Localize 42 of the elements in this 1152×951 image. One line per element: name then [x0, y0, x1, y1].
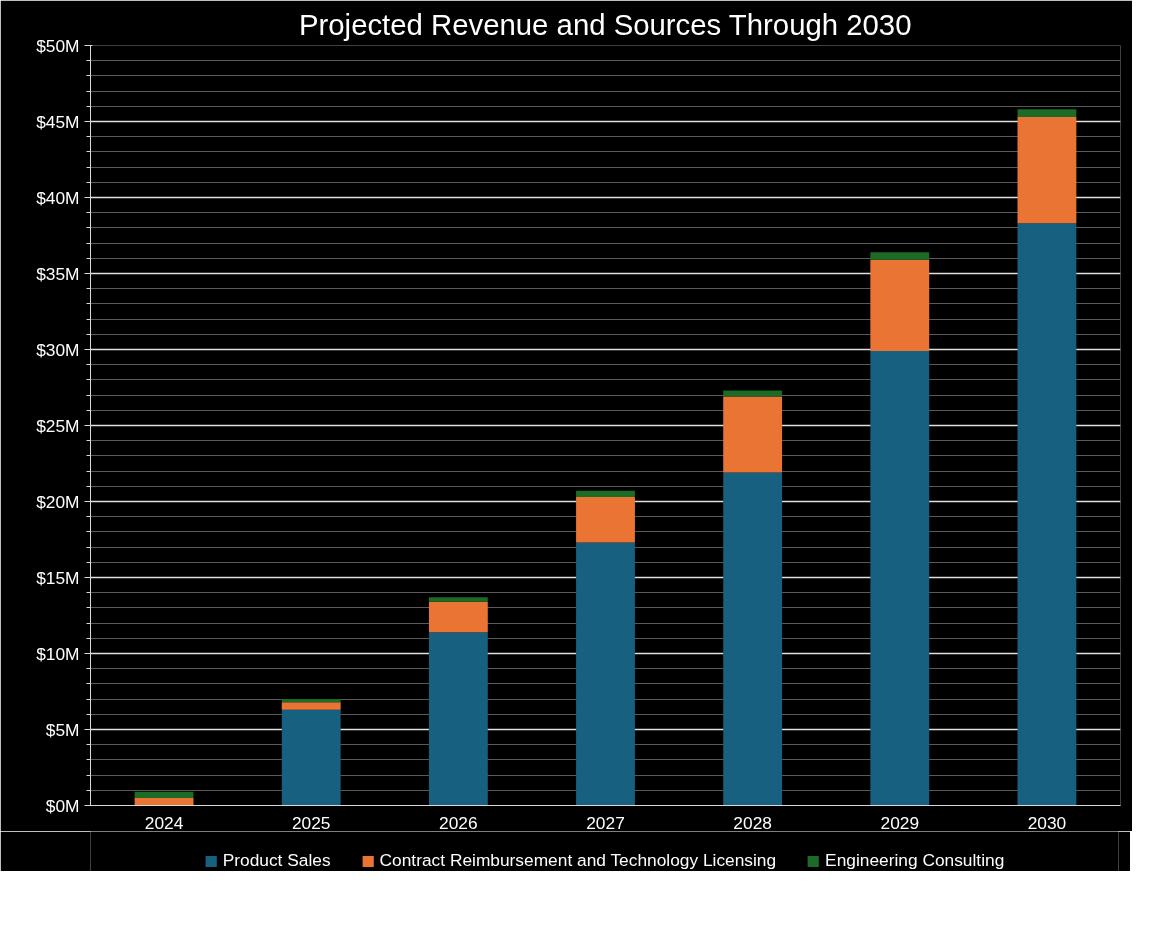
bar — [870, 252, 930, 260]
bar — [1017, 116, 1077, 224]
y-tick-label: $25M — [36, 415, 80, 436]
x-tick-label: 2030 — [1027, 812, 1067, 833]
x-tick-label: 2029 — [880, 812, 920, 833]
x-tick-label: 2026 — [439, 812, 478, 833]
bar — [428, 601, 488, 633]
bar — [281, 702, 341, 710]
x-tick-label: 2024 — [144, 812, 184, 833]
bar — [428, 597, 488, 602]
x-tick-label: 2027 — [586, 812, 625, 833]
x-tick-label: 2025 — [291, 812, 331, 833]
bar — [723, 390, 783, 397]
bar — [870, 351, 930, 806]
bar — [1017, 223, 1077, 806]
y-tick-label: $30M — [36, 339, 80, 360]
y-tick-label: $40M — [36, 187, 80, 208]
y-tick-label: $35M — [36, 263, 80, 284]
y-tick-label: $45M — [36, 111, 80, 132]
bar — [428, 632, 488, 806]
y-tick-label: $50M — [36, 35, 80, 56]
legend-label: Engineering Consulting — [825, 850, 1005, 871]
bar — [576, 490, 635, 497]
bar — [134, 791, 194, 798]
x-tick-label: 2028 — [733, 812, 772, 833]
y-tick-label: $10M — [36, 643, 80, 664]
chart-title: Projected Revenue and Sources Through 2030 — [298, 7, 912, 41]
y-tick-label: $15M — [36, 567, 80, 588]
y-tick-label: $20M — [36, 491, 80, 512]
legend-label: Product Sales — [222, 850, 331, 871]
y-tick-label: $0M — [45, 795, 80, 816]
bar — [281, 709, 341, 806]
bar — [723, 396, 783, 473]
bar — [1017, 109, 1077, 117]
y-tick-label: $5M — [45, 719, 80, 740]
bar — [134, 797, 194, 806]
bar — [281, 699, 341, 703]
bar — [576, 496, 635, 543]
bar — [576, 542, 635, 806]
legend-label: Contract Reimbursement and Technology Licensing — [379, 850, 777, 871]
bar — [723, 472, 783, 806]
bar — [870, 259, 930, 352]
